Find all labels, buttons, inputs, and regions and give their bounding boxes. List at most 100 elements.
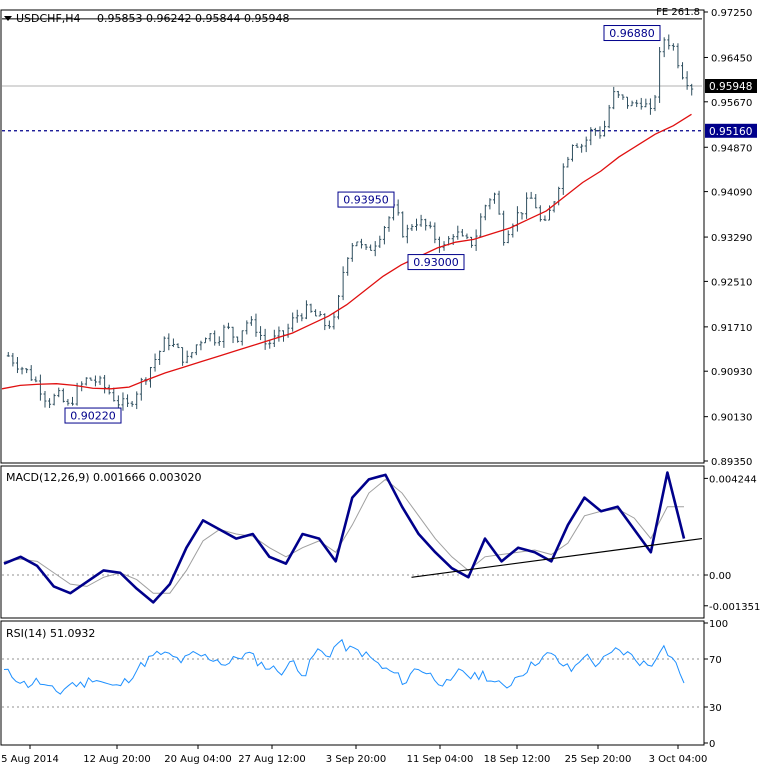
annotation-box — [603, 25, 661, 42]
candle — [580, 143, 584, 153]
price-annotation: 0.93000 — [407, 254, 465, 271]
candle — [135, 391, 139, 410]
candle — [359, 238, 363, 249]
candle — [6, 352, 10, 357]
price-tick-label: 0.97250 — [711, 8, 752, 19]
candle — [185, 350, 189, 364]
candle — [204, 337, 208, 344]
candle — [405, 224, 409, 244]
candle — [433, 222, 437, 244]
candle — [662, 37, 666, 58]
candle — [497, 190, 501, 215]
candle — [259, 326, 263, 341]
annotation-text: 0.90220 — [70, 410, 116, 423]
candle — [552, 201, 556, 213]
candle — [126, 394, 130, 408]
candle — [332, 312, 336, 330]
axes-layer: 0.97250 0.96450 0.95670 0.94870 0.94090 0.932… — [1, 8, 760, 765]
candle — [474, 229, 478, 251]
candle — [268, 339, 272, 349]
candle — [616, 90, 620, 99]
candle — [593, 127, 597, 136]
candle — [20, 366, 24, 375]
candle — [534, 194, 538, 209]
price-box-bg — [705, 78, 757, 93]
candle — [71, 396, 75, 406]
candle — [249, 316, 253, 326]
candle — [419, 214, 423, 227]
candle — [685, 71, 689, 90]
time-tick-label: 3 Oct 04:00 — [649, 754, 708, 765]
candle — [48, 398, 52, 409]
annotation-box — [407, 254, 465, 271]
candle — [171, 338, 175, 348]
candle — [488, 198, 492, 210]
candle — [639, 97, 643, 110]
macd-trendline — [411, 537, 703, 578]
candle — [148, 366, 152, 388]
rsi-line — [3, 638, 685, 695]
macd-title: MACD(12,26,9) 0.001666 0.003020 — [6, 471, 202, 484]
candle — [424, 218, 428, 231]
candle — [525, 192, 529, 219]
candle — [492, 192, 496, 204]
candle — [84, 377, 88, 386]
price-tick-label: 0.91710 — [711, 323, 752, 334]
price-box-text: 0.95160 — [709, 126, 752, 138]
candle — [373, 241, 377, 257]
price-tick-label: 0.90130 — [711, 413, 752, 424]
candle — [57, 387, 61, 398]
time-tick-label: 3 Sep 20:00 — [326, 754, 386, 765]
candle — [222, 324, 226, 348]
candle — [681, 62, 685, 80]
candle — [382, 225, 386, 245]
candle — [300, 313, 304, 322]
candle — [479, 213, 483, 237]
annotation-text: 0.93950 — [343, 194, 389, 207]
candle — [364, 243, 368, 250]
candle — [520, 212, 524, 220]
candle — [208, 333, 212, 342]
candle — [598, 126, 602, 139]
candle — [543, 215, 547, 222]
moving-average-line — [1, 113, 692, 390]
dropdown-triangle-icon[interactable] — [4, 16, 12, 21]
candle — [456, 225, 460, 240]
macd-tick-label: 0.004244 — [709, 474, 757, 485]
candle — [410, 224, 414, 231]
candle — [245, 320, 249, 335]
candle — [323, 313, 327, 331]
candle — [630, 100, 634, 107]
candle — [190, 352, 194, 359]
candle — [263, 328, 267, 350]
candle — [584, 136, 588, 153]
candle — [176, 343, 180, 349]
candle — [396, 199, 400, 216]
price-tick-label: 0.92510 — [711, 277, 752, 288]
candle — [327, 320, 331, 329]
price-layer: FE 261.8 0.90220 0.93950 0.93000 0.96880 — [1, 7, 702, 424]
candle — [25, 368, 29, 374]
candle — [644, 98, 648, 108]
candle — [254, 313, 258, 337]
candle — [11, 352, 15, 367]
candle — [112, 387, 116, 402]
candle — [658, 47, 662, 103]
candle — [589, 127, 593, 146]
macd-main-line — [3, 471, 686, 604]
candle — [401, 211, 405, 238]
candle — [98, 375, 102, 385]
rsi-title: RSI(14) 51.0932 — [6, 627, 95, 640]
macd-tick-label: -0.001351 — [709, 602, 760, 613]
price-tick-label: 0.93290 — [711, 233, 752, 244]
candle — [621, 94, 625, 100]
price-annotation: 0.96880 — [603, 25, 661, 42]
candle — [667, 34, 671, 50]
candle — [470, 236, 474, 248]
current-price-box: 0.95948 — [705, 78, 757, 93]
candle — [15, 357, 19, 374]
candle — [378, 235, 382, 248]
macd-tick-label: 0.00 — [709, 571, 731, 582]
